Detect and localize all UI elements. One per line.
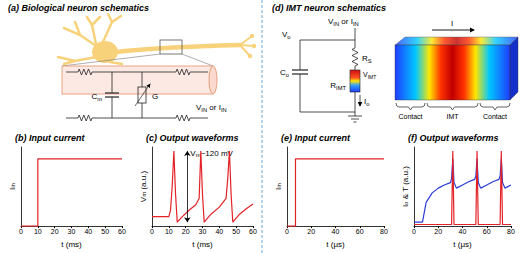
svg-text:40: 40 xyxy=(459,228,467,235)
svg-text:t (ms): t (ms) xyxy=(61,240,82,249)
svg-text:80: 80 xyxy=(380,228,388,235)
svg-text:30: 30 xyxy=(68,228,76,235)
svg-text:0: 0 xyxy=(412,228,416,235)
svg-text:Vo: Vo xyxy=(282,30,291,40)
svg-text:m: m xyxy=(141,191,147,197)
svg-text:VIN or IIN: VIN or IIN xyxy=(328,17,359,27)
svg-text:in: in xyxy=(276,183,282,188)
svg-text:20: 20 xyxy=(307,228,315,235)
svg-text:RIMT: RIMT xyxy=(330,81,346,91)
svg-text:Cm: Cm xyxy=(91,92,102,102)
svg-text:40: 40 xyxy=(332,228,340,235)
svg-text:20: 20 xyxy=(51,228,59,235)
svg-text:0: 0 xyxy=(19,228,23,235)
svg-text:Io: Io xyxy=(364,97,369,107)
svg-text:IMT: IMT xyxy=(446,113,459,120)
svg-text:40: 40 xyxy=(215,228,223,235)
svg-text:(c) Output waveforms: (c) Output waveforms xyxy=(146,133,239,143)
svg-text:60: 60 xyxy=(356,228,364,235)
svg-text:0: 0 xyxy=(285,228,289,235)
svg-text:60: 60 xyxy=(118,228,126,235)
svg-text:(f) Output waveforms: (f) Output waveforms xyxy=(408,133,499,143)
svg-text:t (ms): t (ms) xyxy=(192,240,213,249)
svg-text:60: 60 xyxy=(249,228,257,235)
svg-text:I: I xyxy=(451,19,453,28)
svg-text:I: I xyxy=(7,187,17,190)
svg-text:I: I xyxy=(273,187,283,190)
svg-text:(b) Input current: (b) Input current xyxy=(15,133,85,143)
svg-text:(a.u.): (a.u.) xyxy=(139,171,148,192)
svg-text:60: 60 xyxy=(483,228,491,235)
svg-text:RS: RS xyxy=(362,54,372,64)
svg-text:& T (a.u.): & T (a.u.) xyxy=(401,166,410,202)
svg-text:o: o xyxy=(403,201,409,205)
svg-text:(d) IMT neuron schematics: (d) IMT neuron schematics xyxy=(272,3,386,13)
svg-text:VIN or IIN: VIN or IIN xyxy=(196,103,227,113)
svg-text:Co: Co xyxy=(280,68,289,78)
svg-text:t (μs): t (μs) xyxy=(326,240,345,249)
svg-text:Contact: Contact xyxy=(398,113,422,120)
svg-text:V: V xyxy=(138,196,148,203)
svg-text:50: 50 xyxy=(101,228,109,235)
svg-text:0: 0 xyxy=(150,228,154,235)
svg-text:50: 50 xyxy=(232,228,240,235)
svg-text:80: 80 xyxy=(507,228,515,235)
html-text:Vm~120 mV: Vm~120 mV xyxy=(190,149,233,159)
svg-text:40: 40 xyxy=(84,228,92,235)
svg-text:10: 10 xyxy=(165,228,173,235)
svg-text:VIMT: VIMT xyxy=(363,71,376,80)
svg-text:I: I xyxy=(400,204,410,208)
svg-text:20: 20 xyxy=(182,228,190,235)
svg-text:t (μs): t (μs) xyxy=(453,240,472,249)
svg-text:(a) Biological neuron schemati: (a) Biological neuron schematics xyxy=(8,3,149,13)
svg-text:in: in xyxy=(10,183,16,188)
svg-text:G: G xyxy=(152,92,158,101)
svg-text:20: 20 xyxy=(434,228,442,235)
svg-text:Contact: Contact xyxy=(483,113,507,120)
svg-text:30: 30 xyxy=(199,228,207,235)
svg-text:10: 10 xyxy=(34,228,42,235)
svg-text:(e) Input current: (e) Input current xyxy=(281,133,351,143)
